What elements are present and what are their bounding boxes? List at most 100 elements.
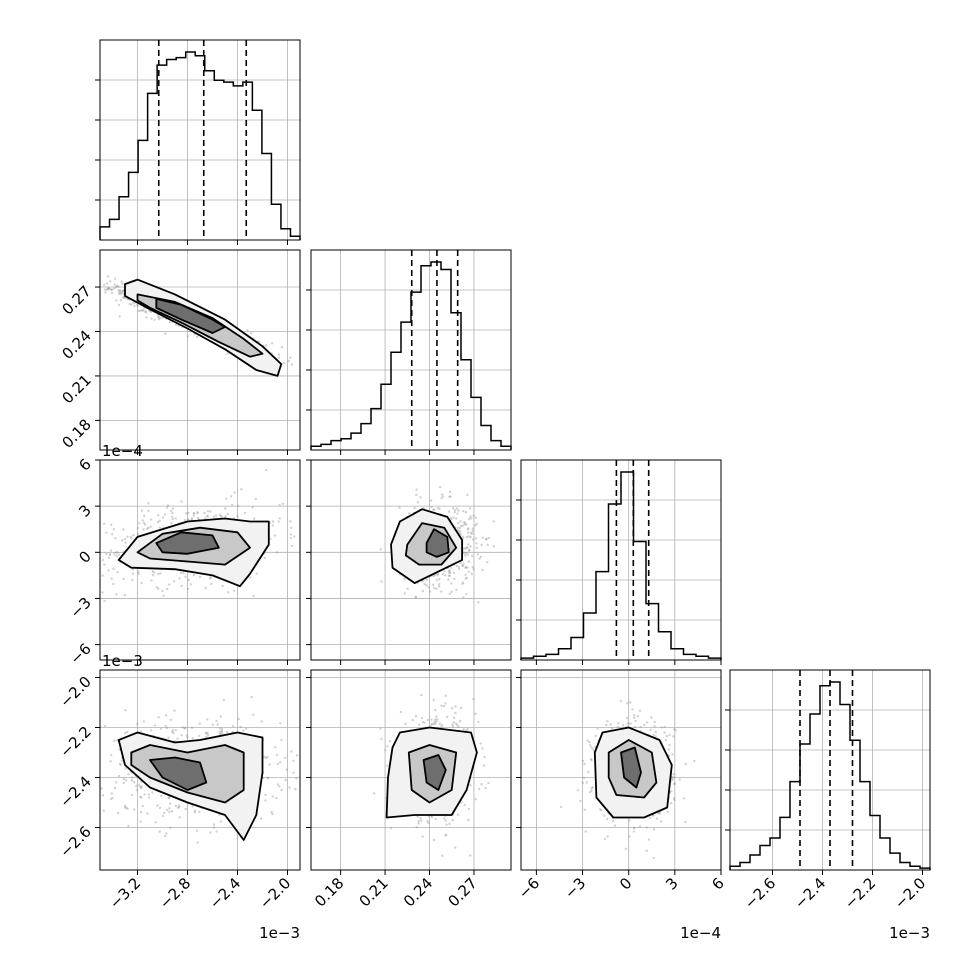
sample-point [130,776,134,779]
sample-point [660,726,663,729]
sample-point [444,694,447,697]
sample-point [250,332,253,335]
sample-point [173,709,176,712]
sample-point [106,287,109,290]
sample-point [672,735,675,738]
tick-label-x: −2.2 [841,874,879,912]
sample-point [240,488,243,491]
sample-point [103,522,106,525]
tick-label-y: 0.27 [58,282,94,318]
sample-point [174,517,177,520]
sample-point [652,828,656,831]
sample-point [164,724,167,728]
sample-point [447,510,451,513]
sample-point [451,723,454,726]
sample-point [441,495,444,498]
sample-point [137,309,140,313]
sample-point [432,508,436,511]
sample-point [117,553,121,556]
sample-point [140,785,143,788]
sample-point [432,574,435,577]
sample-point [124,731,127,735]
sample-point [432,723,435,726]
sample-point [150,579,153,582]
sample-point [264,756,268,760]
sample-point [275,796,278,800]
histogram-step [520,471,722,660]
sample-point [440,497,443,500]
sample-point [106,287,110,290]
sample-point [224,507,227,510]
sample-point [423,721,426,724]
sample-point [479,555,483,558]
sample-point [611,819,615,823]
sample-point [119,299,123,302]
sample-point [237,505,240,508]
sample-point [189,583,193,586]
sample-point [670,802,673,805]
sample-point [474,712,477,715]
sample-point [112,527,116,531]
sample-point [672,773,675,776]
sample-point [624,847,628,850]
sample-point [140,796,143,799]
sample-point [279,761,282,764]
sample-point [415,488,418,491]
sample-point [594,734,598,738]
sample-point [121,291,124,295]
sample-point [229,495,233,498]
tick-label-x: −2.0 [891,874,929,912]
sample-point [483,755,486,759]
sample-point [166,808,169,812]
panel-frame [310,249,512,451]
sample-point [458,529,462,533]
panel-frame [729,669,931,871]
sample-point [206,510,210,513]
sample-point [136,303,139,306]
sample-point [138,784,141,787]
sample-point [457,509,460,512]
sample-point [619,699,622,703]
sample-point [471,565,474,569]
sample-point [165,726,168,730]
sample-point [136,304,139,308]
sample-point [118,290,122,293]
panel-3-0: −3.2 −2.8 −2.4 −2.0 −2.6 −2.4 −2.2 −2.0 [56,669,301,913]
sample-point [456,512,459,515]
sample-point [586,739,589,742]
sample-point [583,762,586,766]
sample-point [478,557,481,560]
sample-point [464,554,467,557]
sample-point [474,516,477,519]
sample-point [171,507,174,510]
sample-point [583,808,586,811]
sample-point [159,727,163,730]
sample-point [123,806,127,809]
sample-point [196,511,199,515]
sample-point [433,720,436,724]
density-contour [149,756,208,791]
sample-point [192,514,195,517]
sample-point [114,781,118,784]
sample-point [416,815,419,818]
sample-point [454,722,458,725]
sample-point [123,593,127,597]
sample-point [659,820,663,823]
sample-point [415,825,418,829]
tick-label-x: 0.24 [400,874,436,910]
sample-point [631,708,634,711]
sample-point [149,525,152,528]
panel-1-0: 0.18 0.21 0.24 0.27 [58,249,301,455]
sample-point [180,500,183,503]
sample-point [165,832,168,835]
sample-point [456,813,460,816]
sample-point [613,824,617,827]
sample-point [259,817,263,820]
sample-point [466,553,469,556]
sample-point [470,572,473,576]
sample-point [419,496,422,499]
sample-point [427,821,430,824]
sample-point [105,282,109,285]
density-contour [422,754,447,791]
sample-point [221,732,224,735]
